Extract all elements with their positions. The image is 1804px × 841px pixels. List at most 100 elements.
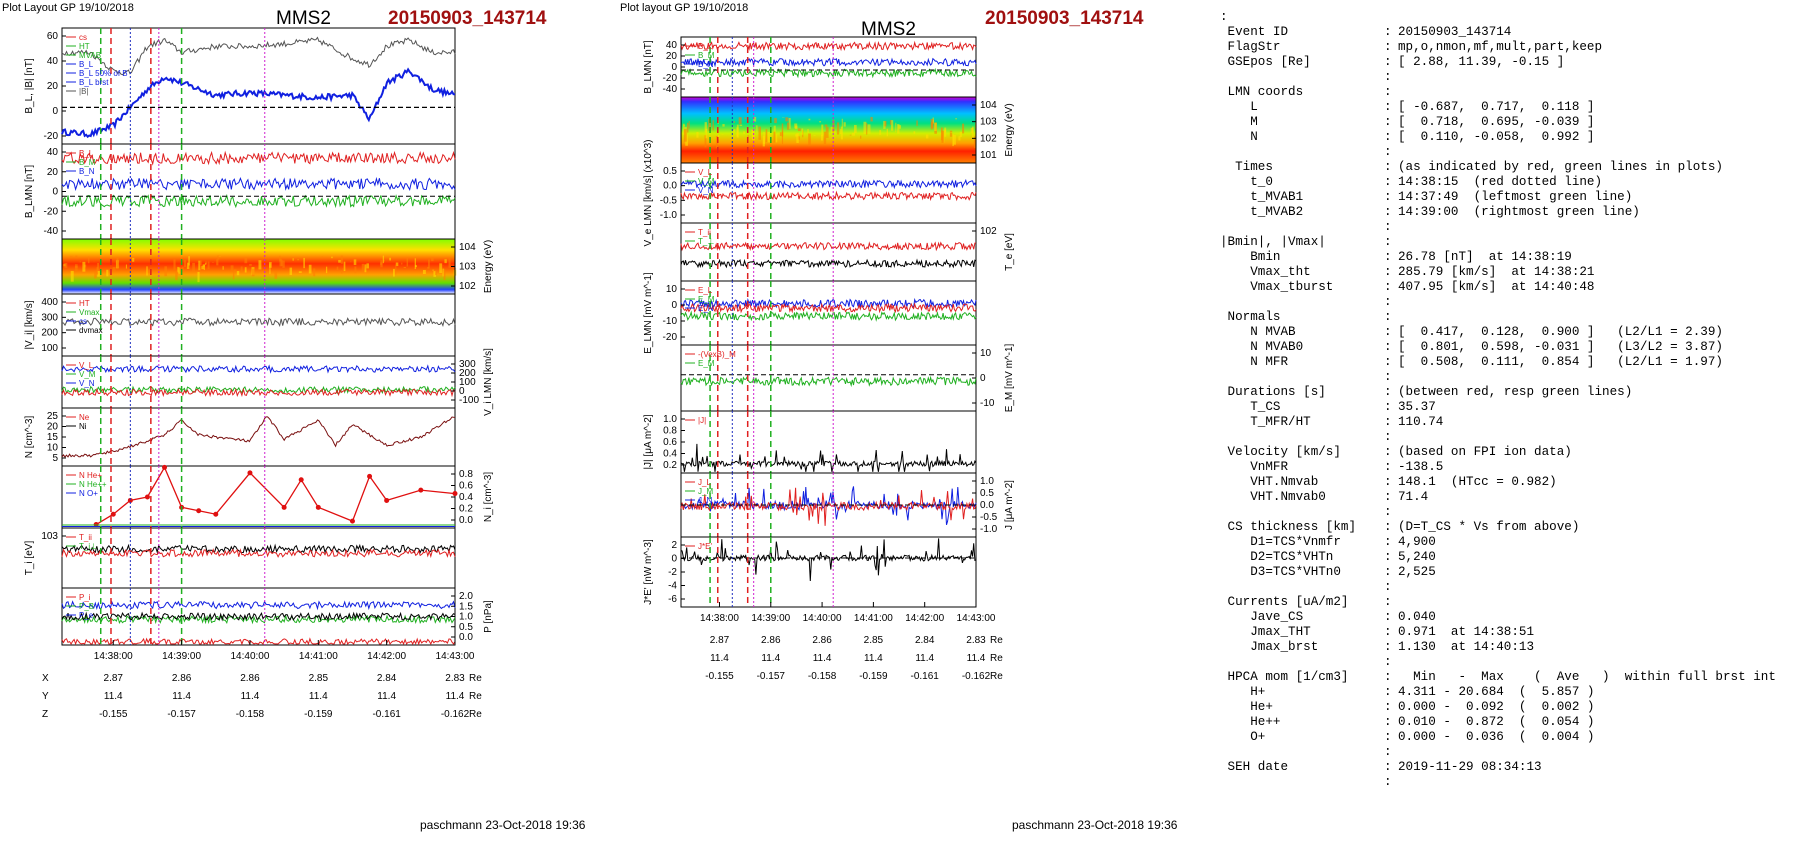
spectrogram-cell	[415, 265, 418, 268]
event-info-panel: : Event ID:20150903_143714 FlagStr: mp,o,…	[1220, 10, 1776, 790]
spectrogram-cell	[222, 266, 224, 270]
layout-title: Plot layout GP 19/10/2018	[620, 2, 749, 14]
info-label: Vmax_tburst	[1220, 280, 1334, 294]
spectrogram-cell	[821, 134, 823, 141]
info-row: :	[1220, 10, 1776, 25]
info-label: O+	[1220, 730, 1266, 744]
ephemeris-value: 11.4	[710, 653, 729, 664]
info-separator: :	[1384, 385, 1392, 399]
spectrogram-cell	[758, 126, 761, 140]
info-label: t_MVAB2	[1220, 205, 1304, 219]
spectrogram-cell	[813, 135, 816, 136]
spectrogram-cell	[683, 129, 687, 142]
info-row: N MVAB: [ 0.417, 0.128, 0.900 ] (L2/L1 = …	[1220, 325, 1776, 340]
ephemeris-value: 2.87	[104, 673, 124, 684]
info-label: N MFR	[1220, 355, 1289, 369]
x-tick-label: 14:41:00	[854, 613, 893, 624]
y-tick-label: -0.5	[980, 512, 998, 523]
spectrogram-cell	[953, 135, 956, 145]
y-tick-label: -20	[44, 206, 59, 217]
panel-te: 102 T_e [eV] T_iiT_⊥	[680, 222, 1015, 282]
spectrogram-cell	[201, 265, 205, 270]
spectrogram-cell	[840, 126, 843, 140]
spectrogram-cell	[349, 261, 352, 263]
ephemeris-value: 11.4	[967, 653, 986, 664]
info-label: Durations [s]	[1220, 385, 1326, 399]
spectrogram-cell	[233, 269, 237, 273]
spectrogram-cell	[973, 136, 977, 148]
data-point	[144, 494, 150, 500]
spectrogram-cell	[934, 122, 937, 132]
info-separator: :	[1384, 415, 1392, 429]
info-label: T_MFR/HT	[1220, 415, 1311, 429]
y-tick-label: 0.0	[459, 515, 473, 526]
info-separator: :	[1384, 460, 1392, 474]
data-line	[61, 387, 456, 398]
spectrogram-cell	[836, 122, 840, 135]
y-tick-label: 103	[980, 117, 997, 128]
spectrogram-cell	[696, 132, 699, 138]
info-separator: :	[1384, 430, 1392, 444]
y-tick-label: 0.0	[459, 632, 473, 643]
spectrogram-cell	[336, 266, 339, 270]
spectrogram-cell	[236, 271, 240, 276]
spectrogram-cell	[88, 256, 90, 264]
info-separator: :	[1384, 310, 1392, 324]
info-row: LMN coords:	[1220, 85, 1776, 100]
spectrogram-cell	[331, 256, 333, 259]
y-tick-label: 25	[47, 411, 59, 422]
spectrogram-cell	[240, 266, 243, 273]
info-value: (as indicated by red, green lines in plo…	[1398, 160, 1723, 174]
data-line	[61, 317, 456, 328]
spectrogram-cell	[303, 257, 305, 269]
info-separator: :	[1384, 25, 1392, 39]
ephemeris-value: 11.4	[241, 691, 260, 702]
data-line	[680, 487, 977, 526]
spectrogram-cell	[281, 260, 283, 266]
spectrogram-cell	[380, 260, 383, 268]
info-label: VnMFR	[1220, 460, 1289, 474]
legend-label: B_M	[79, 158, 96, 167]
ephemeris-value: 2.85	[864, 635, 884, 646]
spectrogram-cell	[97, 262, 100, 274]
info-separator: :	[1384, 655, 1392, 669]
data-point	[367, 473, 373, 479]
spectrogram-cell	[958, 136, 961, 141]
spectrogram-cell	[79, 261, 81, 263]
y-tick-label: 0.8	[663, 426, 677, 437]
y-axis-label: |V_i| [km/s]	[24, 300, 35, 349]
spectrogram-cell	[704, 122, 707, 133]
ephemeris-value: -0.158	[236, 709, 265, 720]
info-value: 407.95 [km/s] at 14:40:48	[1398, 280, 1595, 294]
info-value: [ 0.801, 0.598, -0.031 ] (L3/L2 = 3.87)	[1398, 340, 1723, 354]
spectrogram-cell	[279, 258, 283, 267]
legend-label: V_N	[698, 186, 714, 195]
spectrogram-cell	[870, 116, 873, 122]
spectrogram-cell	[773, 125, 776, 134]
x-tick-label: 14:39:00	[162, 651, 201, 662]
y-tick-label: -10	[980, 398, 995, 409]
spectrogram-cell	[949, 130, 953, 137]
info-row: SEH date:2019-11-29 08:34:13	[1220, 760, 1776, 775]
data-point	[384, 497, 390, 503]
info-value: 2019-11-29 08:34:13	[1398, 760, 1542, 774]
info-separator: :	[1384, 115, 1392, 129]
spectrogram-cell	[432, 269, 435, 271]
info-value: 2,525	[1398, 565, 1436, 579]
spectrogram-cell	[841, 118, 843, 128]
data-point	[247, 470, 253, 476]
y-tick-label: 0	[52, 106, 58, 117]
info-label: VHT.Nmvab0	[1220, 490, 1326, 504]
y-axis-label: J [μA m^-2]	[1004, 480, 1015, 530]
y-tick-label: 0	[671, 554, 677, 565]
ephemeris-value: 2.87	[710, 635, 730, 646]
info-separator: :	[1384, 205, 1392, 219]
info-value: mp,o,nmon,mf,mult,part,keep	[1398, 40, 1603, 54]
y-tick-label: 0.6	[459, 481, 473, 492]
data-line	[680, 538, 977, 582]
info-label: |Bmin|, |Vmax|	[1220, 235, 1326, 249]
ephemeris-value: -0.158	[808, 671, 837, 682]
spectrogram-cell	[712, 120, 714, 131]
event-label: 20150903_143714	[985, 8, 1144, 29]
